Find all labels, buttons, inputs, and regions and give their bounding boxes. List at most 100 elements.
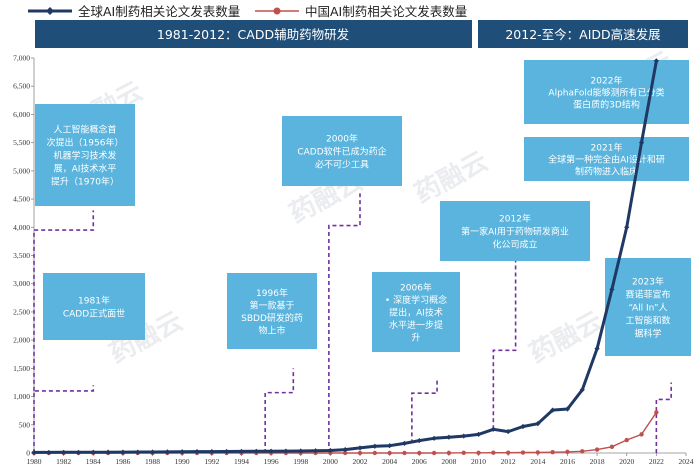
series-global-point (416, 437, 422, 444)
series-global-point (105, 449, 111, 455)
annotation-line: 据科学 (634, 328, 661, 340)
series-global-point (446, 434, 452, 440)
series-china-point (431, 450, 437, 456)
annotation-line: 蛋白质的3D结构 (573, 99, 640, 111)
series-china-point (535, 450, 541, 455)
series-china-point (609, 444, 615, 449)
series-global-point (401, 440, 408, 447)
legend-china-marker (273, 7, 281, 15)
series-global-point (535, 421, 541, 427)
legend: 全球AI制药相关论文发表数量 中国AI制药相关论文发表数量 (28, 4, 467, 19)
series-china-point (476, 450, 481, 455)
y-tick-label: 2,000 (13, 336, 30, 345)
series-global-point (342, 447, 348, 453)
milestone-connector (492, 258, 517, 430)
series-global-point (90, 449, 96, 455)
series-global-point (594, 346, 600, 352)
x-tick-label: 2004 (382, 457, 397, 466)
x-tick-label: 2016 (560, 457, 575, 466)
series-global-point (564, 406, 571, 412)
series-china-point (342, 450, 348, 456)
series-global-point (194, 449, 200, 455)
series-global-point (431, 435, 437, 441)
y-tick-label: 0 (26, 449, 30, 458)
series-global-point (550, 407, 556, 413)
annotation-line: 次提出（1956年） (47, 137, 124, 149)
banner-aidd (478, 20, 688, 48)
x-tick-label: 2018 (590, 457, 605, 466)
x-tick-label: 1992 (204, 457, 219, 466)
annotation-line: 第一款基于 (249, 299, 294, 311)
annotation-line: 2000年 (326, 133, 358, 145)
milestone-connector (411, 379, 438, 444)
series-global-point (209, 448, 215, 455)
series-global-point (283, 448, 289, 454)
series-china-point (565, 449, 570, 455)
annotation-line: “All In”人 (628, 303, 667, 314)
annotation-line: 2022年 (591, 75, 623, 87)
x-tick-label: 2008 (441, 457, 456, 466)
x-tick-label: 1982 (56, 457, 71, 466)
series-global-point (46, 449, 52, 456)
y-tick-label: 4,500 (13, 195, 30, 204)
series-china-point (372, 450, 378, 456)
series-global-point (372, 443, 378, 449)
watermark-text: 药融云 (525, 306, 608, 369)
annotation-line: 全球第一种完全由AI设计和研 (548, 154, 665, 166)
milestone-connector (33, 385, 95, 453)
annotation-line: 1981年 (78, 295, 110, 307)
series-global-point (461, 433, 467, 439)
series-china-line (34, 412, 657, 454)
x-tick-label: 2002 (353, 457, 368, 466)
series-global-point (312, 448, 319, 454)
annotation-line: 工智能和数 (625, 315, 670, 327)
series-global-point (238, 448, 245, 455)
series-global-point (31, 449, 37, 456)
annotation-line: • 深度学习概念 (385, 294, 447, 306)
series-global-point (357, 445, 363, 451)
series-china-point (461, 450, 466, 456)
annotation-line: 1996年 (256, 287, 288, 299)
series-global-point (253, 448, 259, 454)
series-china-point (387, 450, 392, 456)
series-china-point (417, 450, 422, 456)
series-global-point (490, 426, 496, 432)
milestone-connectors (33, 193, 672, 453)
x-tick-label: 1984 (86, 457, 101, 466)
x-tick-label: 1988 (145, 457, 160, 466)
series-china-point (520, 450, 526, 455)
annotation-line: 必不可少工具 (315, 159, 369, 171)
milestone-connector (33, 210, 95, 391)
annotation-box (524, 137, 689, 181)
series-global-point (75, 449, 82, 455)
x-tick-label: 2000 (323, 457, 338, 466)
x-tick-label: 1990 (175, 457, 190, 466)
legend-global-marker (46, 7, 54, 15)
annotation-box (35, 104, 135, 206)
series-global-point (224, 448, 230, 455)
series-global-point (298, 448, 304, 454)
series-global-point (505, 428, 511, 435)
annotation-line: 人工智能概念首 (53, 124, 116, 136)
annotation-line: 水平进一步提 (389, 319, 443, 331)
y-tick-label: 3,000 (13, 279, 30, 288)
series-global-point (609, 286, 615, 292)
y-tick-label: 6,500 (13, 82, 30, 91)
series-global-point (327, 447, 333, 454)
milestone-connector (328, 193, 361, 453)
series-china-point (505, 450, 511, 455)
y-tick-label: 3,500 (13, 251, 30, 260)
series-china-point (446, 450, 452, 456)
series-global-point (475, 431, 482, 437)
annotation-line: 提升（1970年） (51, 176, 119, 188)
series-china-point (654, 410, 659, 415)
annotation-box (43, 273, 145, 340)
axes: 0 500 1,000 1,500 2,000 2,500 3,000 3,500 4,000 4… (13, 54, 694, 467)
y-tick-label: 4,000 (13, 223, 30, 232)
series-global-point (120, 449, 126, 455)
x-tick-label: 2014 (530, 457, 545, 466)
series-global-point (149, 449, 156, 455)
banner-cadd-text: 1981-2012：CADD辅助药物研发 (157, 27, 350, 42)
